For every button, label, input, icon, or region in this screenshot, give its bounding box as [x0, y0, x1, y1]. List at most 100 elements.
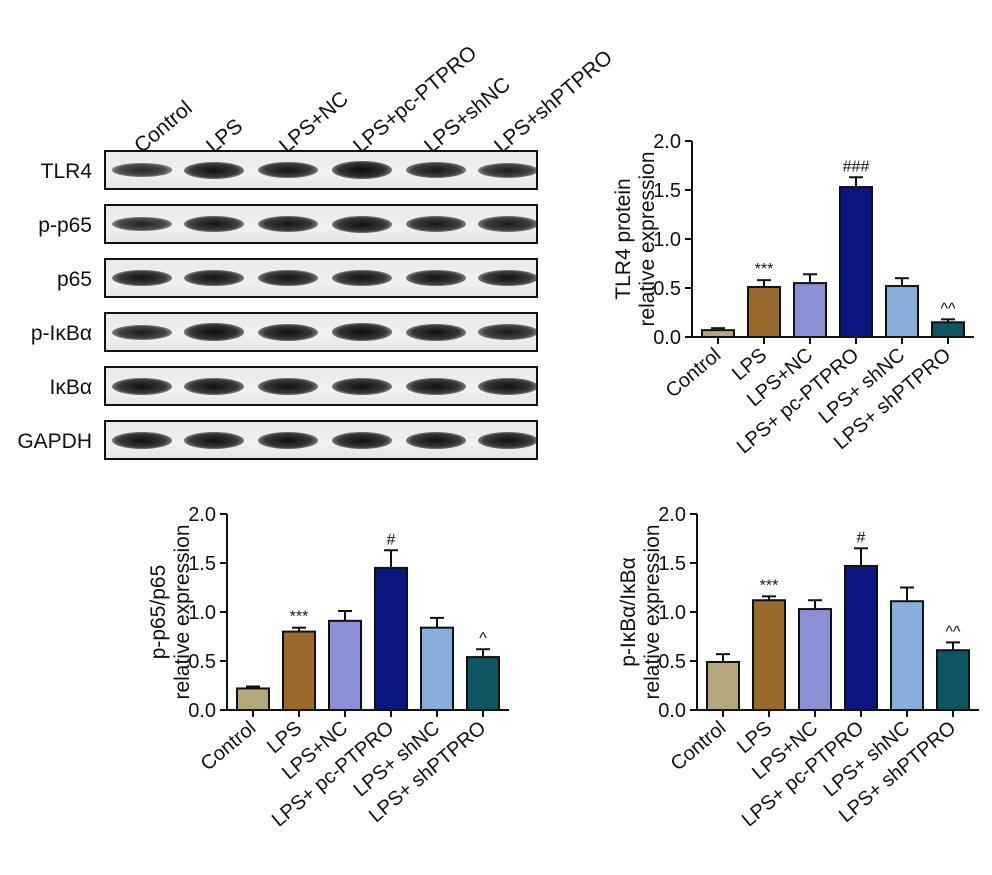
y-axis-label: TLR4 protein	[612, 178, 635, 299]
blot-band	[258, 431, 318, 449]
blot-band	[112, 377, 172, 395]
y-axis-label: p-IκBα/IκBα	[617, 557, 640, 666]
x-tick-label: Control	[662, 344, 726, 402]
bar	[798, 608, 832, 711]
significance-label: ***	[290, 609, 309, 626]
bar	[236, 687, 270, 712]
y-axis-label: p-p65/p65	[147, 565, 170, 660]
significance-label: ***	[760, 577, 779, 594]
western-blot-panel: Control LPS LPS+NC LPS+pc-PTPRO LPS+shNC…	[0, 0, 617, 470]
blot-band	[406, 216, 466, 232]
bar	[420, 626, 454, 711]
blot-band	[184, 161, 244, 179]
blot-band	[258, 215, 318, 233]
bar	[793, 282, 827, 339]
y-tick-label: 0.0	[658, 700, 686, 722]
y-tick-label: 0.0	[653, 327, 681, 349]
y-tick-label: 0.5	[658, 651, 686, 673]
y-tick-label: 2.0	[188, 504, 216, 526]
blot-band	[478, 162, 536, 178]
significance-label: ###	[843, 158, 870, 175]
y-axis-label: relative expression	[171, 524, 194, 699]
blot-strip-p-ikba	[104, 312, 538, 352]
y-tick-label: 1.0	[653, 229, 681, 251]
blot-band	[332, 431, 392, 449]
blot-band	[184, 377, 244, 395]
blot-band	[184, 269, 244, 287]
bar	[747, 286, 781, 339]
y-tick-label: 0.5	[188, 651, 216, 673]
blot-strip-ikba	[104, 366, 538, 406]
blot-band	[258, 377, 318, 395]
blot-band	[112, 431, 172, 449]
blot-row-label: p65	[56, 268, 92, 291]
blot-band	[478, 216, 536, 232]
bar	[890, 600, 924, 711]
y-tick-label: 0.0	[188, 700, 216, 722]
blot-band	[478, 431, 536, 449]
blot-row-label: IκBα	[49, 376, 92, 399]
blot-band	[332, 161, 392, 179]
blot-band	[332, 215, 392, 233]
y-tick-label: 0.5	[653, 278, 681, 300]
significance-label: ^^	[945, 623, 961, 640]
bar	[374, 566, 408, 712]
blot-band	[258, 269, 318, 287]
blot-band	[184, 431, 244, 449]
blot-band	[112, 269, 172, 287]
bar	[936, 649, 970, 711]
blot-strip-p-p65	[104, 204, 538, 244]
blot-band	[478, 324, 536, 340]
blot-band	[406, 377, 466, 395]
y-tick-label: 1.5	[653, 180, 681, 202]
blot-band	[332, 269, 392, 287]
blot-band	[406, 269, 466, 287]
blot-row-label: p-IκBα	[30, 322, 92, 345]
significance-label: ^	[479, 630, 487, 647]
significance-label: ***	[755, 261, 774, 278]
bar	[839, 186, 873, 339]
blot-row-label: p-p65	[38, 214, 92, 237]
lane-label: LPS+pc-PTPRO	[349, 41, 482, 158]
tlr4-bar-chart: 0.0 0.5 1.0 1.5 2.0 TLR4 protein relative expr…	[612, 131, 974, 458]
bar	[931, 321, 965, 339]
y-tick-label: 1.0	[658, 602, 686, 624]
y-tick-label: 2.0	[658, 504, 686, 526]
bar	[328, 619, 362, 711]
blot-band	[332, 377, 392, 395]
significance-label: #	[387, 531, 396, 548]
blot-band	[258, 161, 318, 179]
blot-strip-tlr4	[104, 150, 538, 190]
blot-band	[112, 217, 172, 231]
bar	[844, 564, 878, 711]
blot-band	[478, 269, 536, 287]
x-tick-label: Control	[667, 717, 731, 775]
bar	[282, 630, 316, 712]
blot-band	[184, 215, 244, 233]
blot-band	[184, 323, 244, 341]
blot-strip-gapdh	[104, 420, 538, 460]
bar	[885, 285, 919, 338]
y-tick-label: 1.5	[188, 553, 216, 575]
y-tick-label: 2.0	[653, 131, 681, 153]
x-tick-label: Control	[197, 717, 261, 775]
significance-label: ^^	[940, 300, 956, 317]
p-ikba-bar-chart: 0.0 0.5 1.0 1.5 2.0 p-IκBα/IκBα relative expre…	[617, 504, 979, 831]
bar	[706, 660, 740, 711]
lane-label: LPS+NC	[275, 87, 353, 158]
blot-strip-p65	[104, 258, 538, 298]
blot-band	[406, 431, 466, 449]
bar	[701, 329, 735, 338]
blot-band	[112, 163, 172, 177]
blot-band	[406, 323, 466, 341]
significance-label: #	[857, 529, 866, 546]
y-axis-label: relative expression	[641, 524, 664, 699]
y-tick-label: 1.0	[188, 602, 216, 624]
blot-band	[406, 162, 466, 178]
blot-band	[332, 323, 392, 341]
bar	[466, 656, 500, 711]
bar	[752, 599, 786, 711]
p-p65-bar-chart: 0.0 0.5 1.0 1.5 2.0 p-p65/p65 relative express…	[147, 504, 509, 831]
blot-row-label: TLR4	[40, 160, 92, 183]
y-tick-label: 1.5	[658, 553, 686, 575]
